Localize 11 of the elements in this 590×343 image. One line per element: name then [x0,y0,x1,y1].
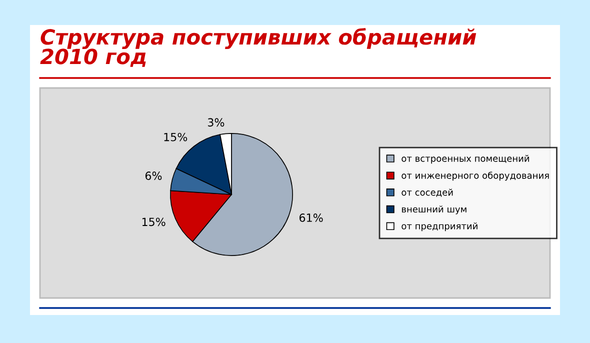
legend-label: от соседей [402,188,453,197]
data-label: 15% [142,218,166,226]
data-label: 61% [300,214,323,222]
legend-label: от инженерного оборудования [402,172,549,181]
legend-label: внешний шум [402,206,466,214]
legend-label: от встроенных помещений [402,154,529,164]
chart-title: Структура поступивших обращений 2010 год [40,28,476,67]
data-label: 3% [208,118,224,127]
legend-label: от предприятий [402,222,478,232]
data-label: 15% [164,132,188,142]
data-label: 6% [145,172,162,180]
